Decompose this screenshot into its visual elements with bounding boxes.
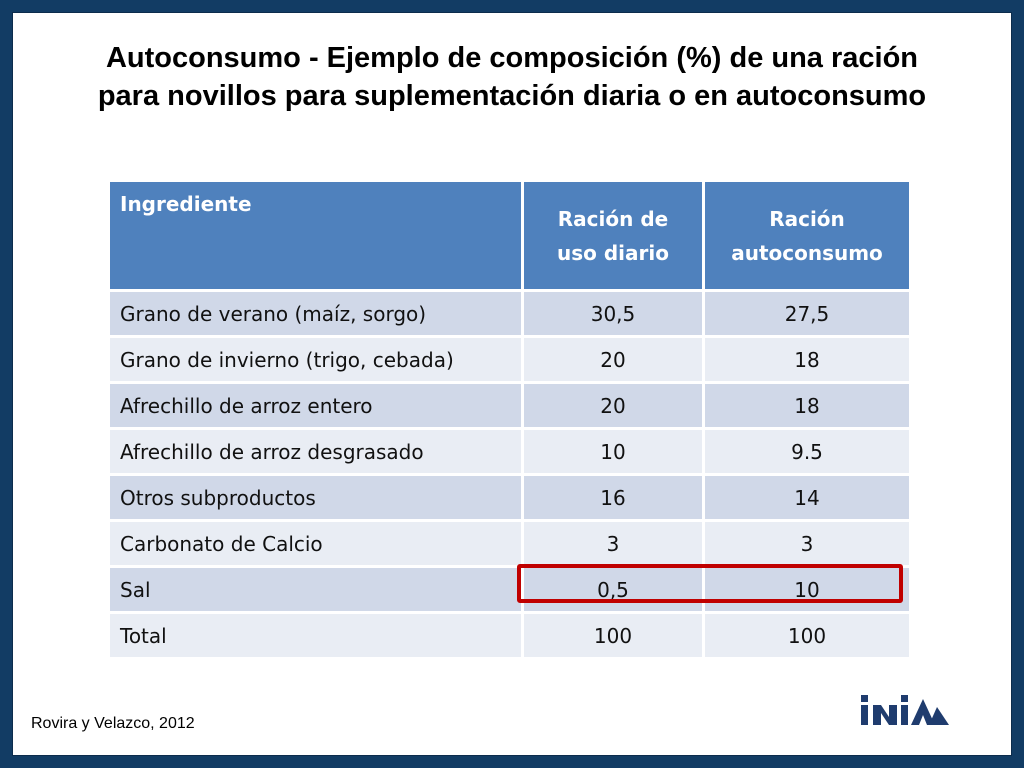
ration-table: Ingrediente Ración de uso diario Ración … — [107, 179, 912, 660]
title-line-2: para novillos para suplementación diaria… — [97, 80, 927, 112]
table-row-sal: Sal 0,5 10 — [107, 565, 912, 614]
header-racion-diaria-line-2: uso diario — [557, 240, 669, 265]
table-row: Grano de verano (maíz, sorgo) 30,5 27,5 — [107, 289, 912, 338]
slide-title: Autoconsumo - Ejemplo de composición (%)… — [13, 39, 1011, 115]
cell-ingrediente: Grano de invierno (trigo, cebada) — [107, 335, 524, 384]
table-row: Otros subproductos 16 14 — [107, 473, 912, 522]
cell-racion-autoconsumo: 3 — [702, 519, 912, 568]
table-row: Carbonato de Calcio 3 3 — [107, 519, 912, 568]
header-racion-autoconsumo-line-1: Ración — [769, 206, 845, 231]
cell-ingrediente: Otros subproductos — [107, 473, 524, 522]
header-racion-autoconsumo-line-2: autoconsumo — [731, 240, 883, 265]
inia-logo — [861, 695, 949, 725]
cell-racion-autoconsumo: 14 — [702, 473, 912, 522]
cell-racion-diaria: 3 — [521, 519, 705, 568]
table-header-row: Ingrediente Ración de uso diario Ración … — [107, 179, 912, 292]
cell-racion-diaria: 0,5 — [521, 565, 705, 614]
header-racion-diaria: Ración de uso diario — [521, 179, 705, 292]
source-citation: Rovira y Velazco, 2012 — [31, 715, 195, 732]
table-row: Afrechillo de arroz entero 20 18 — [107, 381, 912, 430]
cell-racion-diaria: 10 — [521, 427, 705, 476]
cell-racion-autoconsumo: 100 — [702, 611, 912, 660]
cell-racion-diaria: 100 — [521, 611, 705, 660]
cell-racion-diaria: 20 — [521, 335, 705, 384]
table-row: Afrechillo de arroz desgrasado 10 9.5 — [107, 427, 912, 476]
header-ingrediente: Ingrediente — [107, 179, 524, 292]
table-row: Grano de invierno (trigo, cebada) 20 18 — [107, 335, 912, 384]
header-racion-autoconsumo: Ración autoconsumo — [702, 179, 912, 292]
cell-ingrediente: Carbonato de Calcio — [107, 519, 524, 568]
cell-racion-diaria: 30,5 — [521, 289, 705, 338]
title-line-1: Autoconsumo - Ejemplo de composición (%)… — [105, 42, 919, 74]
sal-highlight-box — [517, 564, 903, 603]
cell-ingrediente: Sal — [107, 565, 524, 614]
cell-racion-autoconsumo: 18 — [702, 335, 912, 384]
header-racion-diaria-line-1: Ración de — [557, 206, 669, 231]
cell-racion-autoconsumo: 10 — [702, 565, 912, 614]
cell-racion-autoconsumo: 27,5 — [702, 289, 912, 338]
table-row-total: Total 100 100 — [107, 611, 912, 660]
cell-ingrediente: Total — [107, 611, 524, 660]
cell-ingrediente: Afrechillo de arroz entero — [107, 381, 524, 430]
cell-racion-diaria: 16 — [521, 473, 705, 522]
cell-racion-autoconsumo: 18 — [702, 381, 912, 430]
ration-table-wrapper: Ingrediente Ración de uso diario Ración … — [107, 179, 912, 660]
cell-ingrediente: Afrechillo de arroz desgrasado — [107, 427, 524, 476]
cell-racion-diaria: 20 — [521, 381, 705, 430]
cell-racion-autoconsumo: 9.5 — [702, 427, 912, 476]
slide: Autoconsumo - Ejemplo de composición (%)… — [12, 12, 1012, 756]
cell-ingrediente: Grano de verano (maíz, sorgo) — [107, 289, 524, 338]
